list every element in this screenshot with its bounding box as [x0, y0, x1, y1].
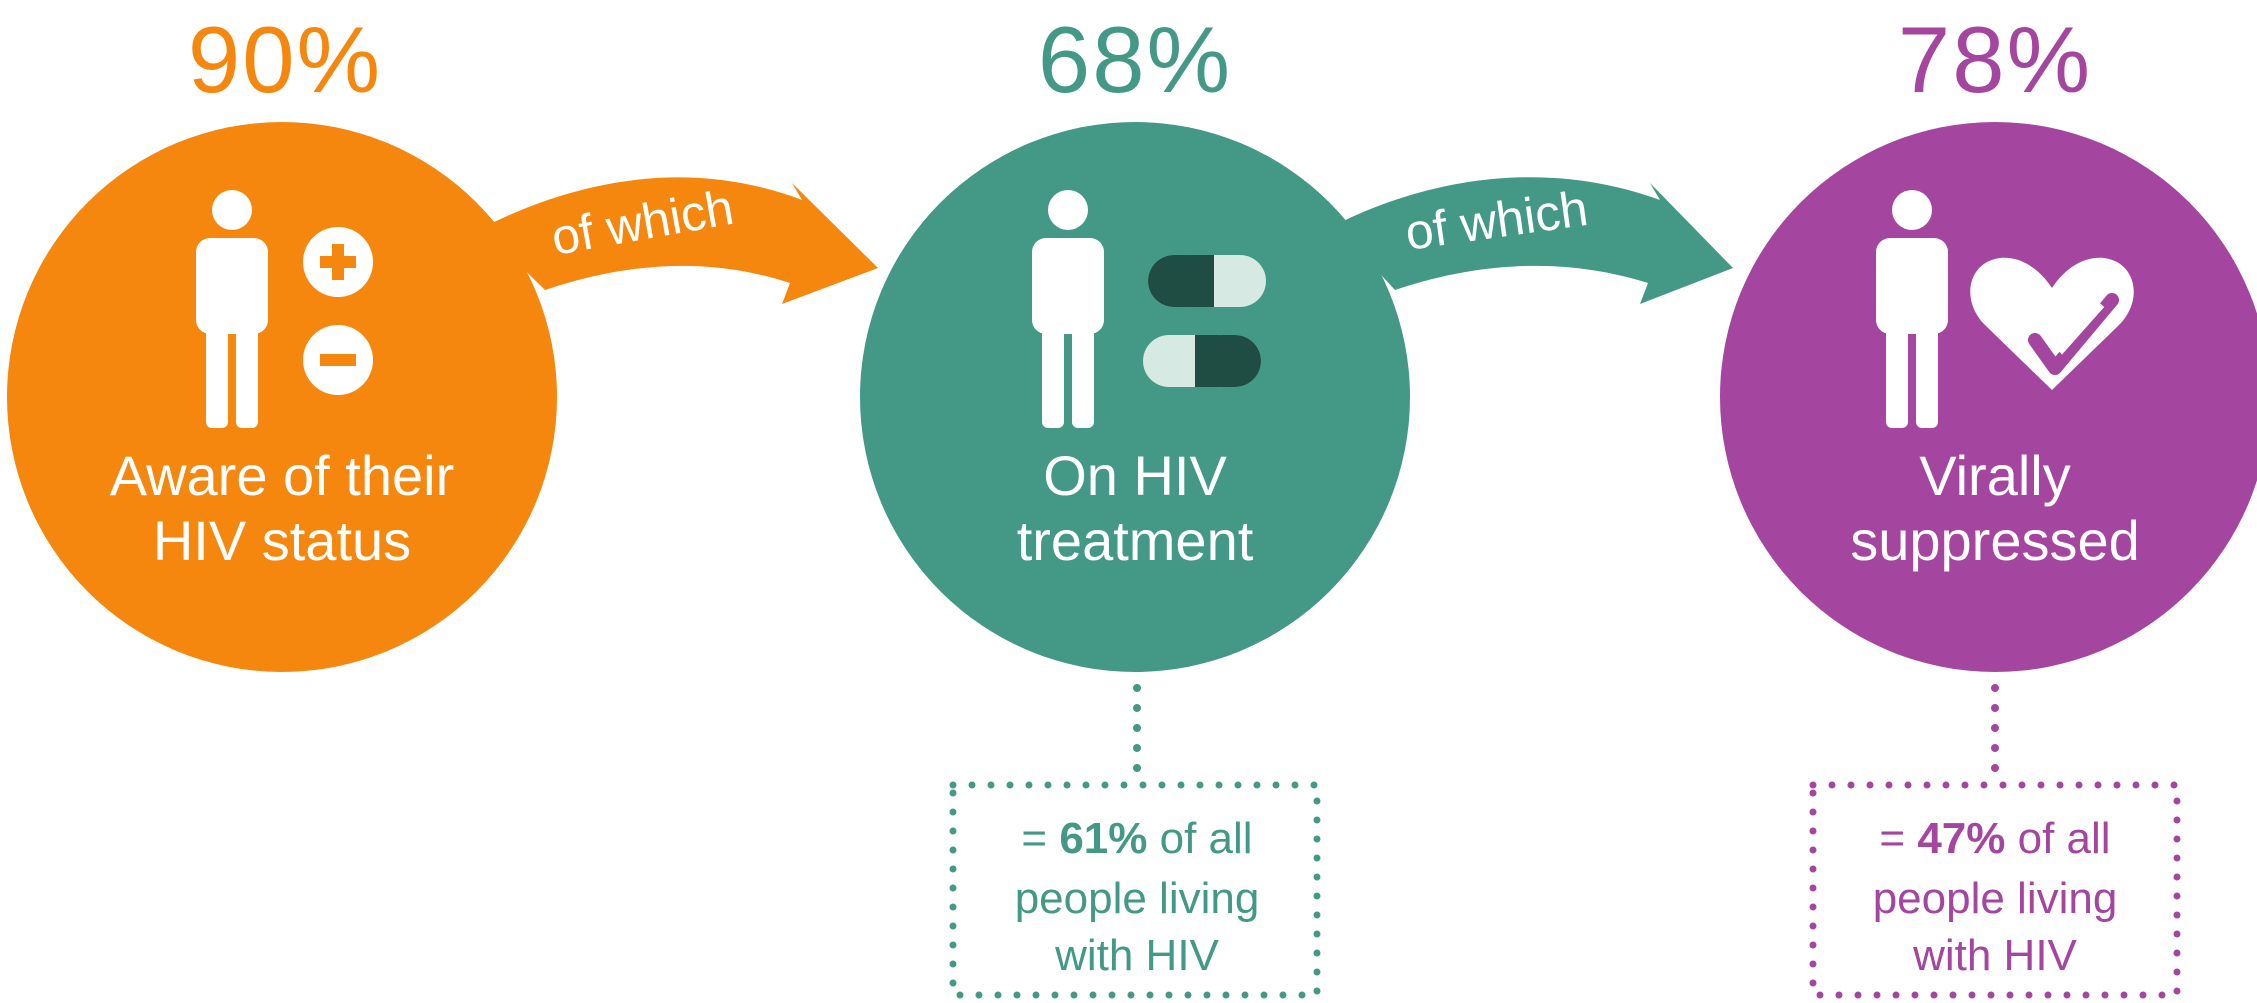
person-icon	[1032, 190, 1104, 428]
stage-2-label-line1: On HIV	[1043, 444, 1227, 507]
connector-arrow-1: of which	[482, 177, 878, 304]
stage-3-label-line2: suppressed	[1850, 509, 2140, 572]
note-2-box: = 47% of all people living with HIV	[1809, 781, 2181, 999]
person-icon	[196, 190, 268, 428]
stage-3-label-line1: Virally	[1919, 444, 2070, 507]
stage-1-circle: Aware of their HIV status	[7, 122, 557, 672]
note-2-line3: with HIV	[1912, 931, 2077, 980]
stage-1-label-line2: HIV status	[153, 509, 411, 572]
note-1-line1: = 61% of all	[1021, 814, 1252, 863]
connector-arrow-2: of which	[1335, 177, 1733, 304]
stage-2-circle: On HIV treatment	[860, 122, 1410, 672]
note-1-box: = 61% of all people living with HIV	[949, 781, 1321, 999]
stage-1-label-line1: Aware of their	[110, 444, 454, 507]
pill-icon-bottom	[1143, 335, 1261, 387]
person-icon	[1876, 190, 1948, 428]
minus-icon	[303, 325, 373, 395]
stage-2-label-line2: treatment	[1017, 509, 1254, 572]
note-2-line2: people living	[1873, 874, 2118, 923]
plus-icon	[303, 227, 373, 297]
note-1-line3: with HIV	[1054, 931, 1219, 980]
stage-1-percent: 90%	[188, 7, 382, 112]
stage-3-circle: Virally suppressed	[1720, 122, 2257, 672]
note-2-line1: = 47% of all	[1879, 814, 2110, 863]
stage-3-percent: 78%	[1898, 7, 2092, 112]
stage-2-percent: 68%	[1038, 7, 1232, 112]
note-1-line2: people living	[1015, 874, 1260, 923]
pill-icon-top	[1148, 255, 1266, 307]
heart-check-icon	[1970, 257, 2134, 390]
